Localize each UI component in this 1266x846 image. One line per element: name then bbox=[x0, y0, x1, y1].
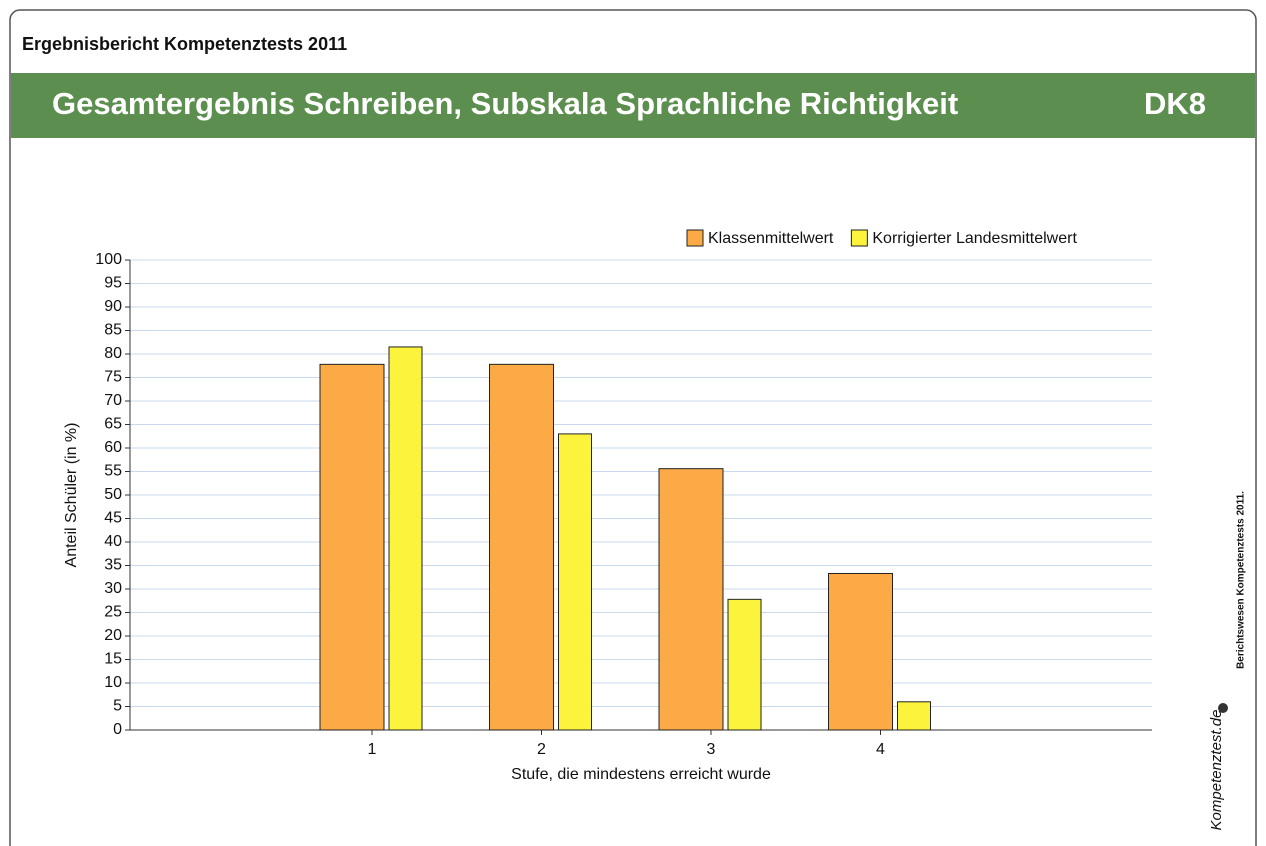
x-tick-label: 4 bbox=[876, 741, 885, 758]
bar bbox=[828, 572, 893, 731]
y-tick-label: 5 bbox=[113, 698, 122, 715]
bar bbox=[489, 363, 554, 731]
bar bbox=[727, 598, 762, 731]
y-tick-label: 0 bbox=[113, 721, 122, 738]
bar bbox=[558, 433, 592, 731]
legend-swatch bbox=[850, 229, 868, 247]
page-code: DK8 bbox=[1144, 86, 1206, 121]
x-axis-label: Stufe, die mindestens erreicht wurde bbox=[511, 766, 771, 783]
logo: Kompetenztest.de bbox=[1208, 710, 1225, 831]
report-title: Ergebnisbericht Kompetenztests 2011 bbox=[22, 34, 347, 54]
page-title: Gesamtergebnis Schreiben, Subskala Sprac… bbox=[52, 86, 958, 121]
y-tick-label: 45 bbox=[104, 510, 122, 527]
y-tick-label: 85 bbox=[104, 322, 122, 339]
y-tick-label: 100 bbox=[95, 251, 122, 268]
y-tick-label: 55 bbox=[104, 463, 122, 480]
bar bbox=[319, 363, 385, 731]
y-tick-label: 25 bbox=[104, 604, 122, 621]
bar bbox=[897, 701, 931, 731]
y-tick-label: 70 bbox=[104, 392, 122, 409]
y-tick-label: 65 bbox=[104, 416, 122, 433]
y-tick-label: 20 bbox=[104, 627, 122, 644]
y-tick-label: 15 bbox=[104, 651, 122, 668]
y-tick-label: 50 bbox=[104, 486, 122, 503]
x-tick-label: 1 bbox=[368, 741, 377, 758]
y-tick-label: 35 bbox=[104, 557, 122, 574]
y-tick-label: 10 bbox=[104, 674, 122, 691]
legend-label: Klassenmittelwert bbox=[708, 230, 834, 247]
y-tick-label: 60 bbox=[104, 439, 122, 456]
legend-swatch bbox=[686, 229, 704, 247]
y-tick-label: 90 bbox=[104, 298, 122, 315]
y-tick-label: 75 bbox=[104, 369, 122, 386]
chart: 0 5 10 15 20 25 30 35 40 45 50 55 60 65 70 75 80 85 90 95 10… bbox=[63, 229, 1152, 783]
y-tick-label: 95 bbox=[104, 275, 122, 292]
logo-icon bbox=[1218, 703, 1228, 713]
bar bbox=[658, 468, 724, 731]
y-tick-label: 30 bbox=[104, 580, 122, 597]
x-tick-label: 2 bbox=[537, 741, 546, 758]
title-band bbox=[11, 73, 1255, 138]
x-tick-label: 3 bbox=[707, 741, 716, 758]
bar bbox=[388, 346, 423, 731]
legend-label: Korrigierter Landesmittelwert bbox=[872, 230, 1077, 247]
y-tick-label: 80 bbox=[104, 345, 122, 362]
y-axis-label: Anteil Schüler (in %) bbox=[63, 423, 80, 568]
y-tick-label: 40 bbox=[104, 533, 122, 550]
side-note: Berichtswesen Kompetenztests 2011. bbox=[1236, 491, 1247, 669]
